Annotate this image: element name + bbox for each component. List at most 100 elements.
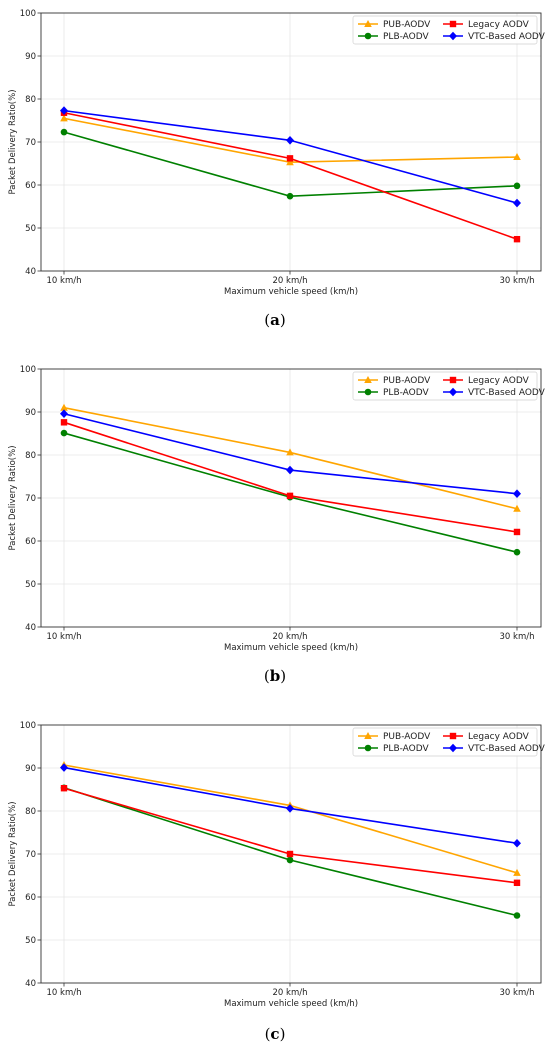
x-axis-label: Maximum vehicle speed (km/h)	[224, 999, 358, 1009]
y-tick-label: 70	[25, 138, 36, 148]
series-plb-aodv	[60, 128, 521, 200]
chart-panel-b: 40 50 60 70 80 90 100 10 km/h 20 km/h 30 km/h Maxi…	[0, 356, 550, 707]
legend-box	[352, 727, 538, 757]
legend-label: PUB-AODV	[383, 376, 431, 386]
x-tick-label: 20 km/h	[273, 276, 308, 286]
legend-label: VTC-Based AODV	[468, 32, 546, 42]
legend-marker	[364, 732, 372, 739]
legend-label: PUB-AODV	[383, 732, 431, 742]
figure-caption-b: (b)	[263, 667, 287, 685]
data-point-pub-aodv	[286, 448, 294, 456]
legend: PUB-AODV PLB-AODV Legacy AODV VTC-Based AOD…	[352, 371, 546, 401]
data-point-vtc-based-aodv	[286, 465, 294, 475]
y-axis-label: Packet Delivery Ratio(%)	[8, 445, 18, 550]
legend-label: PLB-AODV	[383, 32, 430, 42]
legend-marker	[364, 388, 372, 396]
legend-label: PLB-AODV	[383, 388, 430, 398]
data-point-plb-aodv	[513, 182, 521, 190]
y-tick-label: 80	[25, 807, 36, 817]
x-tick-label: 10 km/h	[47, 276, 82, 286]
y-tick-label: 60	[25, 893, 36, 903]
caption-label: a	[270, 311, 280, 329]
data-point-vtc-based-aodv	[286, 135, 294, 145]
y-tick-label: 80	[25, 451, 36, 461]
data-point-vtc-based-aodv	[286, 804, 294, 813]
legend-marker	[449, 31, 457, 41]
data-point-plb-aodv	[513, 548, 521, 556]
x-tick-label: 10 km/h	[47, 632, 82, 642]
data-point-pub-aodv	[286, 158, 294, 166]
data-point-vtc-based-aodv	[60, 763, 68, 772]
legend-label: PUB-AODV	[383, 20, 431, 30]
series-pub-aodv	[60, 114, 521, 166]
y-tick-label: 60	[25, 537, 36, 547]
chart-panel-a: 40 50 60 70 80 90 100 10 km/h 20 km/h 30 km/h Maxi…	[0, 0, 550, 351]
legend-item-vtc-based-aodv: VTC-Based AODV	[443, 387, 546, 398]
y-tick-label: 100	[20, 365, 36, 375]
y-tick-label: 60	[25, 181, 36, 191]
y-tick-label: 40	[25, 979, 36, 989]
data-point-pub-aodv	[513, 153, 521, 161]
series-legacy-aodv	[60, 785, 521, 887]
legend-item-legacy-aodv: Legacy AODV	[443, 20, 530, 30]
legend-label: VTC-Based AODV	[468, 388, 546, 398]
figure-caption-a: (a)	[264, 311, 286, 329]
y-tick-label: 50	[25, 580, 36, 590]
data-point-pub-aodv	[60, 403, 68, 411]
y-tick-label: 70	[25, 850, 36, 860]
figure-caption-c: (c)	[264, 1025, 286, 1043]
data-point-plb-aodv	[286, 856, 294, 864]
data-point-pub-aodv	[60, 114, 68, 122]
data-point-legacy-aodv	[286, 492, 294, 500]
data-point-plb-aodv	[60, 128, 68, 136]
caption-label: c	[270, 1025, 280, 1043]
legend-item-pub-aodv: PUB-AODV	[358, 376, 431, 386]
data-point-vtc-based-aodv	[513, 838, 521, 848]
legend: PUB-AODV PLB-AODV Legacy AODV VTC-Based AOD…	[352, 15, 546, 45]
legend-marker	[364, 376, 372, 383]
data-point-legacy-aodv	[513, 235, 521, 243]
y-axis-label: Packet Delivery Ratio(%)	[8, 89, 18, 194]
line-chart-b: 40 50 60 70 80 90 100 10 km/h 20 km/h 30 km/h Maxi…	[8, 365, 546, 653]
x-axis-label: Maximum vehicle speed (km/h)	[224, 287, 358, 297]
legend-item-vtc-based-aodv: VTC-Based AODV	[443, 31, 546, 42]
legend-marker	[449, 20, 457, 28]
data-point-vtc-based-aodv	[513, 489, 521, 498]
y-tick-label: 40	[25, 623, 36, 633]
caption-label: b	[269, 667, 281, 685]
legend: PUB-AODV PLB-AODV Legacy AODV VTC-Based AOD…	[352, 727, 546, 757]
y-tick-label: 90	[25, 52, 36, 62]
y-tick-label: 70	[25, 494, 36, 504]
y-tick-label: 100	[20, 721, 36, 731]
x-tick-label: 20 km/h	[273, 632, 308, 642]
series-pub-aodv	[60, 403, 521, 512]
data-point-legacy-aodv	[513, 528, 521, 536]
legend-marker	[364, 32, 372, 40]
x-tick-label: 10 km/h	[47, 988, 82, 998]
data-point-plb-aodv	[60, 429, 68, 437]
legend-label: PLB-AODV	[383, 744, 430, 754]
legend-marker	[449, 376, 457, 384]
data-point-legacy-aodv	[286, 155, 294, 162]
legend-item-legacy-aodv: Legacy AODV	[443, 376, 530, 386]
data-point-legacy-aodv	[60, 785, 68, 792]
legend-label: Legacy AODV	[468, 20, 530, 30]
legend-item-pub-aodv: PUB-AODV	[358, 732, 431, 742]
data-point-pub-aodv	[513, 868, 521, 876]
x-tick-label: 30 km/h	[500, 988, 535, 998]
legend-label: Legacy AODV	[468, 732, 530, 742]
legend-item-plb-aodv: PLB-AODV	[358, 32, 430, 42]
legend-item-pub-aodv: PUB-AODV	[358, 20, 431, 30]
y-tick-label: 50	[25, 224, 36, 234]
data-point-plb-aodv	[513, 912, 521, 919]
y-tick-label: 50	[25, 936, 36, 946]
data-point-legacy-aodv	[60, 419, 68, 426]
x-tick-label: 30 km/h	[500, 632, 535, 642]
data-point-legacy-aodv	[513, 879, 521, 887]
series-line-legacy-aodv	[63, 421, 518, 533]
legend-box	[352, 371, 538, 401]
legend-item-legacy-aodv: Legacy AODV	[443, 732, 530, 742]
x-tick-label: 20 km/h	[273, 988, 308, 998]
legend-label: Legacy AODV	[468, 376, 530, 386]
line-chart-a: 40 50 60 70 80 90 100 10 km/h 20 km/h 30 km/h Maxi…	[8, 9, 546, 297]
